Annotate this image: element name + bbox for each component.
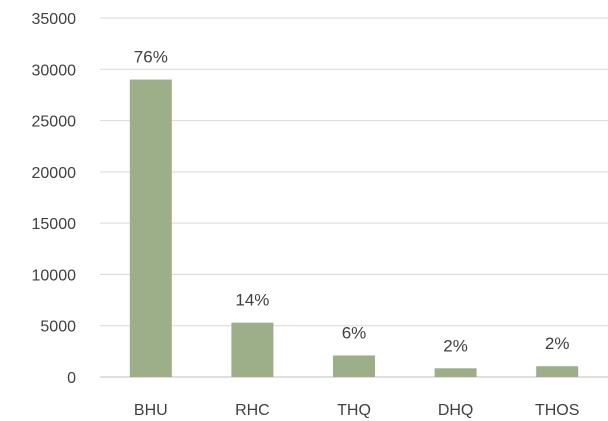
x-tick-label-thos: THOS — [535, 402, 579, 419]
data-label-dhq: 2% — [443, 336, 468, 355]
data-label-bhu: 76% — [134, 48, 168, 67]
y-tick-label: 5000 — [40, 319, 76, 336]
y-tick-label: 10000 — [32, 267, 77, 284]
data-label-thq: 6% — [342, 323, 367, 342]
data-label-rhc: 14% — [235, 291, 269, 310]
y-tick-label: 0 — [67, 370, 76, 387]
x-axis-ticks: BHU RHC THQ DHQ THOS — [134, 402, 580, 419]
y-tick-label: 35000 — [32, 11, 77, 28]
data-label-thos: 2% — [545, 334, 570, 353]
bar-thos — [536, 366, 579, 377]
bar-dhq — [434, 368, 477, 377]
x-tick-label-dhq: DHQ — [438, 402, 474, 419]
y-tick-label: 20000 — [32, 165, 77, 182]
x-tick-label-bhu: BHU — [134, 402, 168, 419]
bar-thq — [333, 355, 375, 377]
bar-rhc — [231, 322, 274, 377]
y-tick-label: 15000 — [32, 216, 77, 233]
x-tick-label-rhc: RHC — [235, 402, 270, 419]
bar-bhu — [129, 79, 172, 378]
data-labels: 76% 14% 6% 2% 2% — [134, 48, 570, 356]
gridlines — [100, 17, 608, 378]
y-axis-ticks: 0 5000 10000 15000 20000 25000 30000 35000 — [32, 11, 77, 387]
x-tick-label-thq: THQ — [337, 402, 371, 419]
y-tick-label: 30000 — [32, 62, 77, 79]
bars — [129, 79, 579, 378]
y-tick-label: 25000 — [32, 114, 77, 131]
